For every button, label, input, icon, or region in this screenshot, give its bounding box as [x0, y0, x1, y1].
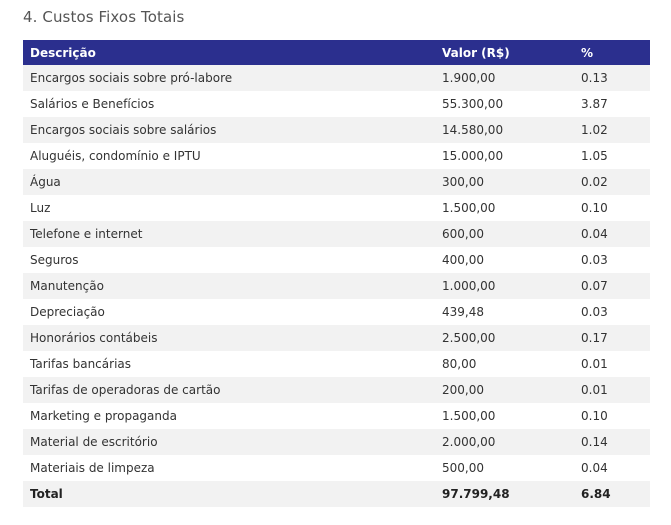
table-row: Honorários contábeis 2.500,00 0.17 — [23, 325, 650, 351]
cell-percent: 0.02 — [581, 175, 608, 189]
cell-value: 400,00 — [442, 253, 484, 267]
column-header-description: Descrição — [30, 45, 96, 60]
cell-value: 200,00 — [442, 383, 484, 397]
total-value: 97.799,48 — [442, 487, 510, 501]
table-row: Material de escritório 2.000,00 0.14 — [23, 429, 650, 455]
cell-value: 14.580,00 — [442, 123, 504, 137]
cell-description: Telefone e internet — [30, 227, 143, 241]
cell-value: 80,00 — [442, 357, 477, 371]
cell-value: 2.500,00 — [442, 331, 496, 345]
table-row: Aluguéis, condomínio e IPTU 15.000,00 1.… — [23, 143, 650, 169]
fixed-costs-table: Descrição Valor (R$) % Encargos sociais … — [23, 40, 650, 507]
cell-value: 600,00 — [442, 227, 484, 241]
table-row: Salários e Benefícios 55.300,00 3.87 — [23, 91, 650, 117]
table-row: Materiais de limpeza 500,00 0.04 — [23, 455, 650, 481]
cell-value: 15.000,00 — [442, 149, 504, 163]
total-row: Total 97.799,48 6.84 — [23, 481, 650, 507]
cell-description: Depreciação — [30, 305, 105, 319]
total-label: Total — [30, 487, 63, 501]
total-percent: 6.84 — [581, 487, 611, 501]
cell-percent: 0.01 — [581, 357, 608, 371]
cell-percent: 1.05 — [581, 149, 608, 163]
table-row: Encargos sociais sobre salários 14.580,0… — [23, 117, 650, 143]
table-row: Tarifas bancárias 80,00 0.01 — [23, 351, 650, 377]
cell-percent: 0.14 — [581, 435, 608, 449]
cell-description: Seguros — [30, 253, 79, 267]
table-row: Seguros 400,00 0.03 — [23, 247, 650, 273]
cell-description: Água — [30, 175, 61, 189]
table-row: Marketing e propaganda 1.500,00 0.10 — [23, 403, 650, 429]
cell-description: Marketing e propaganda — [30, 409, 177, 423]
cell-description: Encargos sociais sobre pró-labore — [30, 71, 233, 85]
cell-percent: 0.03 — [581, 305, 608, 319]
cell-description: Manutenção — [30, 279, 104, 293]
table-row: Água 300,00 0.02 — [23, 169, 650, 195]
cell-value: 300,00 — [442, 175, 484, 189]
cell-description: Honorários contábeis — [30, 331, 158, 345]
table-row: Depreciação 439,48 0.03 — [23, 299, 650, 325]
column-header-value: Valor (R$) — [442, 45, 510, 60]
cell-value: 2.000,00 — [442, 435, 496, 449]
cell-description: Luz — [30, 201, 51, 215]
cell-percent: 0.04 — [581, 461, 608, 475]
section-title: 4. Custos Fixos Totais — [23, 8, 185, 26]
cell-value: 1.500,00 — [442, 201, 496, 215]
cell-percent: 0.07 — [581, 279, 608, 293]
cell-value: 1.000,00 — [442, 279, 496, 293]
table-row: Luz 1.500,00 0.10 — [23, 195, 650, 221]
cell-value: 500,00 — [442, 461, 484, 475]
cell-description: Materiais de limpeza — [30, 461, 155, 475]
column-header-percent: % — [581, 45, 594, 60]
cell-description: Tarifas bancárias — [30, 357, 132, 371]
cell-percent: 0.13 — [581, 71, 608, 85]
cell-description: Aluguéis, condomínio e IPTU — [30, 149, 201, 163]
cell-description: Encargos sociais sobre salários — [30, 123, 217, 137]
cell-description: Salários e Benefícios — [30, 97, 155, 111]
table-row: Tarifas de operadoras de cartão 200,00 0… — [23, 377, 650, 403]
cell-value: 55.300,00 — [442, 97, 504, 111]
cell-percent: 3.87 — [581, 97, 608, 111]
cell-percent: 1.02 — [581, 123, 608, 137]
table-row: Encargos sociais sobre pró-labore 1.900,… — [23, 65, 650, 91]
cell-value: 439,48 — [442, 305, 484, 319]
cell-value: 1.500,00 — [442, 409, 496, 423]
cell-percent: 0.03 — [581, 253, 608, 267]
cell-percent: 0.04 — [581, 227, 608, 241]
table-row: Telefone e internet 600,00 0.04 — [23, 221, 650, 247]
cell-percent: 0.10 — [581, 409, 608, 423]
cell-description: Material de escritório — [30, 435, 158, 449]
cell-percent: 0.17 — [581, 331, 608, 345]
table-header-row: Descrição Valor (R$) % — [23, 40, 650, 65]
cell-value: 1.900,00 — [442, 71, 496, 85]
cell-percent: 0.01 — [581, 383, 608, 397]
cell-description: Tarifas de operadoras de cartão — [30, 383, 221, 397]
table-row: Manutenção 1.000,00 0.07 — [23, 273, 650, 299]
cell-percent: 0.10 — [581, 201, 608, 215]
